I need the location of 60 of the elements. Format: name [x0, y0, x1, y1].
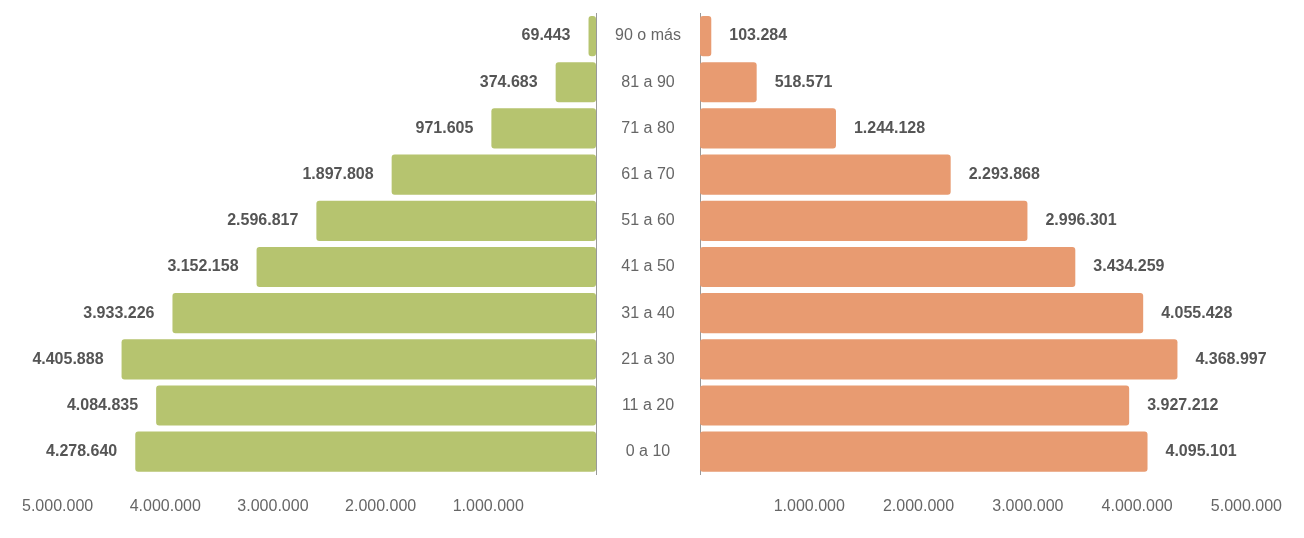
data-label: 4.055.428: [1161, 303, 1233, 321]
y-tick-label: 0 a 10: [625, 442, 671, 460]
bar: [256, 246, 596, 288]
data-label: 3.927.212: [1147, 395, 1219, 413]
x-tick-label: 2.000.000: [882, 496, 955, 514]
bar: [700, 16, 712, 57]
data-label: 69.443: [521, 26, 571, 44]
data-label: 2.996.301: [1045, 211, 1117, 229]
data-label: 971.605: [415, 118, 474, 136]
bar: [588, 16, 596, 57]
y-tick-label: 21 a 30: [621, 349, 675, 367]
x-tick-label: 2.000.000: [345, 496, 417, 514]
bar: [700, 431, 1148, 472]
bar: [172, 293, 596, 334]
data-label: 4.084.835: [66, 395, 139, 413]
y-tick-label: 61 a 70: [621, 165, 675, 183]
bar: [700, 385, 1130, 426]
x-tick-label: 5.000.000: [22, 496, 94, 514]
data-label: 3.152.158: [167, 257, 239, 275]
y-tick-label: 41 a 50: [621, 257, 675, 275]
bar: [135, 431, 596, 472]
bar: [700, 154, 951, 195]
bar: [700, 293, 1144, 334]
bar: [555, 62, 596, 103]
bar: [491, 108, 596, 149]
bar: [700, 108, 836, 149]
data-label: 1.897.808: [302, 165, 374, 183]
data-label: 1.244.128: [853, 118, 926, 136]
bar: [700, 200, 1028, 241]
bar: [316, 200, 596, 241]
data-label: 4.405.888: [32, 349, 104, 367]
x-tick-label: 5.000.000: [1210, 496, 1283, 514]
data-label: 3.933.226: [83, 303, 155, 321]
y-tick-label: 11 a 20: [621, 395, 675, 413]
x-tick-label: 1.000.000: [773, 496, 845, 514]
data-label: 4.368.997: [1195, 349, 1267, 367]
bar: [156, 385, 596, 426]
data-label: 103.284: [729, 26, 788, 44]
data-label: 3.434.259: [1093, 257, 1165, 275]
bar: [700, 246, 1076, 288]
x-tick-label: 1.000.000: [452, 496, 525, 514]
y-tick-label: 81 a 90: [621, 72, 675, 90]
bar: [121, 339, 596, 380]
data-label: 4.095.101: [1165, 442, 1237, 460]
data-label: 518.571: [774, 72, 833, 90]
bar: [700, 62, 757, 103]
x-tick-label: 3.000.000: [237, 496, 309, 514]
x-tick-label: 3.000.000: [992, 496, 1064, 514]
data-label: 374.683: [479, 72, 538, 90]
data-label: 2.596.817: [227, 211, 299, 229]
x-tick-label: 4.000.000: [1101, 496, 1173, 514]
y-tick-label: 51 a 60: [621, 211, 675, 229]
y-tick-label: 31 a 40: [621, 303, 675, 321]
bar: [700, 339, 1178, 380]
bar: [391, 154, 596, 195]
y-tick-label: 90 o más: [615, 26, 681, 44]
x-tick-label: 4.000.000: [129, 496, 201, 514]
data-label: 2.293.868: [968, 165, 1040, 183]
data-label: 4.278.640: [46, 442, 118, 460]
y-tick-label: 71 a 80: [621, 118, 675, 136]
